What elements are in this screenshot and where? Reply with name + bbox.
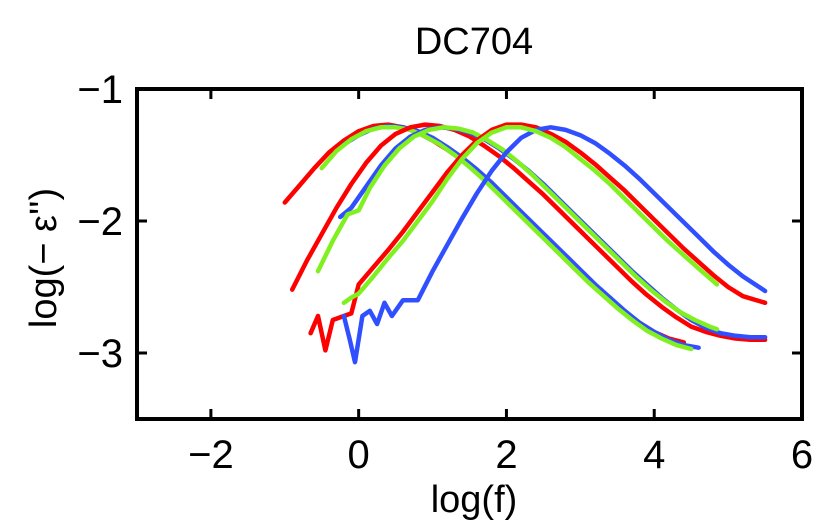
y-tick-label: −3	[77, 332, 123, 376]
series-line-green-3	[341, 125, 720, 306]
x-tick-label: −2	[188, 433, 234, 477]
series-line-green-1	[319, 125, 694, 352]
plot-area	[282, 122, 768, 365]
x-tick-label: 4	[643, 433, 665, 477]
series-line-red-3	[308, 122, 768, 353]
x-axis: −2 0 2 4 6	[188, 89, 813, 477]
y-axis-label: log(− ε'')	[23, 188, 65, 328]
x-tick-label: 2	[495, 433, 517, 477]
axes-frame	[135, 87, 804, 421]
series-line-green-2	[315, 125, 720, 332]
x-axis-label: log(f)	[431, 479, 518, 521]
x-tick-label: 0	[348, 433, 370, 477]
chart-title: DC704	[415, 21, 533, 63]
series-line-red-2	[289, 122, 768, 343]
y-tick-label: −2	[77, 200, 123, 244]
x-tick-label: 6	[791, 433, 813, 477]
y-tick-label: −1	[77, 68, 123, 112]
series-line-blue-3	[341, 125, 768, 365]
y-axis: −1 −2 −3	[77, 68, 802, 376]
